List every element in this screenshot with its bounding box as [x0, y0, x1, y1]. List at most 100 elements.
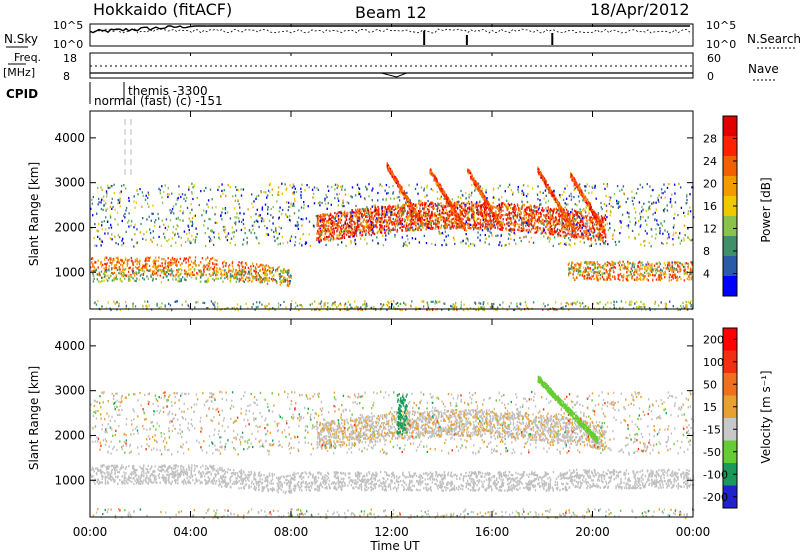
power-arc-point — [402, 211, 404, 214]
power-gs-point — [415, 308, 417, 311]
power-diffuse-point — [225, 236, 227, 239]
power-arc-point — [319, 218, 321, 221]
power-diffuse-point — [319, 201, 321, 204]
power-arc-point — [435, 223, 437, 226]
power-gs-point — [613, 261, 616, 264]
power-diffuse-point — [453, 238, 455, 241]
power-arc-point — [492, 215, 494, 218]
power-diffuse-point — [218, 236, 220, 239]
power-arc-point — [365, 225, 367, 229]
power-gs-point — [230, 269, 232, 272]
power-arc-point — [422, 214, 425, 217]
power-diffuse-point — [141, 205, 143, 208]
power-gs-point — [673, 267, 676, 270]
power-diffuse-point — [547, 235, 549, 239]
power-gs-point — [668, 269, 670, 272]
power-arc-point — [320, 233, 322, 236]
power-arc-point — [318, 231, 320, 234]
power-gs-point — [194, 256, 197, 259]
power-diffuse-point — [382, 244, 385, 247]
power-gs-point — [676, 279, 678, 282]
power-gs-point — [684, 262, 686, 265]
power-gs-point — [175, 260, 178, 263]
power-diffuse-point — [377, 199, 379, 202]
power-diffuse-point — [186, 232, 188, 235]
power-gs-point — [205, 274, 207, 277]
power-arc-point — [555, 207, 558, 210]
power-arc-point — [375, 223, 377, 227]
power-diffuse-point — [608, 195, 610, 199]
power-diffuse-point — [156, 243, 159, 246]
power-gs-point — [197, 273, 199, 276]
power-gs-point — [654, 268, 656, 271]
power-arc-point — [420, 210, 422, 213]
power-gs-point — [599, 270, 601, 273]
power-arc-point — [508, 213, 510, 216]
power-arc-point — [476, 227, 478, 230]
power-arc-point — [461, 217, 463, 220]
power-diffuse-point — [313, 202, 316, 205]
power-diffuse-point — [640, 210, 643, 213]
power-gs-point — [135, 279, 137, 283]
power-arc-point — [470, 205, 473, 208]
power-arc-point — [367, 224, 370, 227]
power-diffuse-point — [110, 201, 113, 204]
power-diffuse-point — [288, 205, 290, 209]
power-arc-point — [423, 222, 425, 225]
power-arc-point — [483, 202, 486, 205]
power-diffuse-point — [142, 194, 144, 197]
power-gs-point — [636, 276, 638, 279]
power-arc-point — [418, 214, 421, 217]
power-gs-point — [675, 261, 677, 264]
power-arc-point — [357, 224, 359, 227]
power-arc-point — [552, 230, 554, 233]
power-diffuse-point — [289, 219, 292, 222]
power-gs-point — [646, 269, 648, 272]
power-gs-point — [164, 273, 167, 276]
power-arc-point — [399, 222, 402, 226]
power-gs-point — [136, 263, 138, 266]
power-gs-point — [672, 275, 674, 278]
power-gs-point — [670, 278, 672, 282]
power-diffuse-point — [163, 191, 165, 194]
power-gs-point — [250, 272, 253, 275]
power-arc-point — [368, 226, 370, 229]
power-diffuse-point — [344, 188, 346, 191]
power-arc-point — [429, 218, 431, 221]
power-arc-point — [424, 212, 426, 215]
power-gs-point — [282, 271, 284, 274]
power-diffuse-point — [317, 202, 320, 205]
power-arc-point — [483, 204, 486, 207]
power-diffuse-point — [407, 227, 409, 230]
power-gs-point — [641, 267, 643, 270]
power-gs-point — [667, 267, 669, 270]
power-diffuse-point — [450, 227, 452, 230]
power-arc-point — [355, 227, 358, 230]
power-gs-point — [275, 269, 277, 272]
power-diffuse-point — [588, 209, 590, 212]
power-gs-point — [118, 268, 121, 271]
power-arc-point — [331, 215, 334, 218]
power-gs-point — [255, 276, 257, 279]
power-arc-point — [582, 232, 584, 235]
power-gs-point — [622, 276, 625, 279]
power-diffuse-point — [549, 214, 552, 217]
power-arc-point — [552, 215, 554, 218]
power-gs-point — [278, 265, 280, 269]
power-arc-point — [381, 213, 384, 216]
power-gs-point — [121, 280, 123, 283]
power-arc-point — [583, 231, 586, 234]
power-arc-point — [349, 217, 352, 220]
power-gs-point — [483, 309, 485, 312]
power-gs-point — [671, 264, 673, 267]
power-arc-point — [403, 225, 405, 228]
power-arc-point — [385, 219, 388, 222]
power-arc-point — [550, 224, 553, 228]
power-gs-point — [195, 264, 197, 267]
power-arc-point — [593, 227, 595, 230]
power-gs-point — [606, 276, 608, 279]
power-diffuse-point — [282, 242, 284, 245]
power-arc-point — [387, 206, 389, 209]
power-gs-point — [159, 269, 161, 272]
power-arc-point — [499, 208, 501, 211]
